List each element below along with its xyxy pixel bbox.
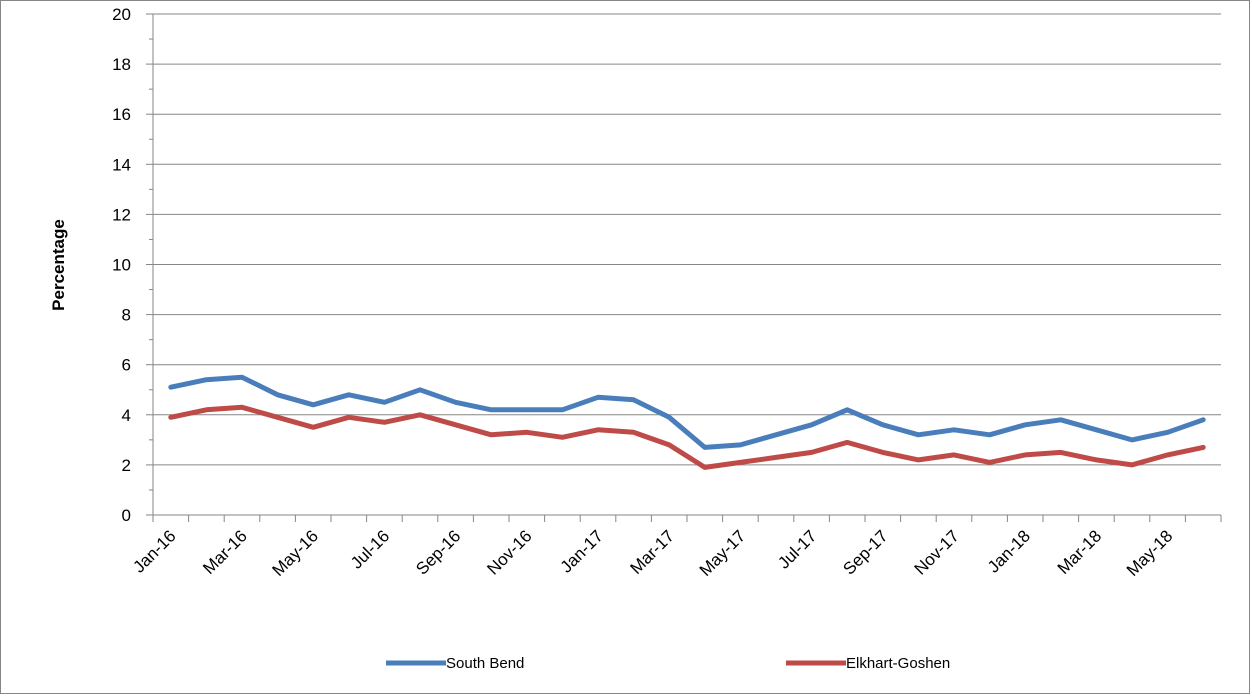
series-line-elkhart-goshen (168, 404, 1206, 470)
x-tick-label: Jul-16 (347, 526, 393, 572)
y-tick-label: 12 (112, 205, 131, 224)
y-tick-label: 2 (122, 456, 131, 475)
y-tick-label: 0 (122, 506, 131, 525)
legend-label-south-bend: South Bend (446, 655, 524, 672)
y-tick-label: 20 (112, 5, 131, 24)
y-axis-title: Percentage (49, 219, 68, 311)
x-tick-label: Jul-17 (774, 526, 820, 572)
y-tick-label: 10 (112, 256, 131, 275)
x-tick-label: Jan-18 (984, 526, 1034, 576)
legend-label-elkhart-goshen: Elkhart-Goshen (846, 655, 950, 672)
y-tick-label: 6 (122, 356, 131, 375)
y-tick-labels: 0 2 4 6 8 10 12 14 16 18 20 (112, 5, 131, 525)
x-tick-label: May-16 (269, 526, 323, 580)
axes (146, 13, 1222, 522)
y-tick-label: 4 (122, 406, 131, 425)
legend: South Bend Elkhart-Goshen (386, 655, 950, 672)
series-lines (168, 374, 1206, 470)
y-tick-label: 14 (112, 155, 131, 174)
x-tick-label: Mar-18 (1054, 526, 1106, 578)
y-tick-label: 8 (122, 306, 131, 325)
x-tick-label: Nov-17 (911, 526, 963, 578)
x-tick-label: Mar-17 (627, 526, 679, 578)
series-line-south-bend (168, 374, 1206, 450)
y-tick-label: 18 (112, 55, 131, 74)
x-tick-label: Sep-16 (412, 526, 464, 578)
x-tick-labels: Jan-16 Mar-16 May-16 Jul-16 Sep-16 Nov-16 Jan-… (129, 526, 1176, 580)
gridlines (153, 13, 1221, 466)
x-tick-label: Jan-17 (557, 526, 607, 576)
x-tick-label: May-18 (1123, 526, 1177, 580)
x-tick-label: Nov-16 (483, 526, 535, 578)
x-tick-label: Jan-16 (129, 526, 179, 576)
y-tick-label: 16 (112, 105, 131, 124)
x-tick-label: Sep-17 (839, 526, 891, 578)
x-tick-label: May-17 (696, 526, 750, 580)
x-tick-label: Mar-16 (199, 526, 251, 578)
